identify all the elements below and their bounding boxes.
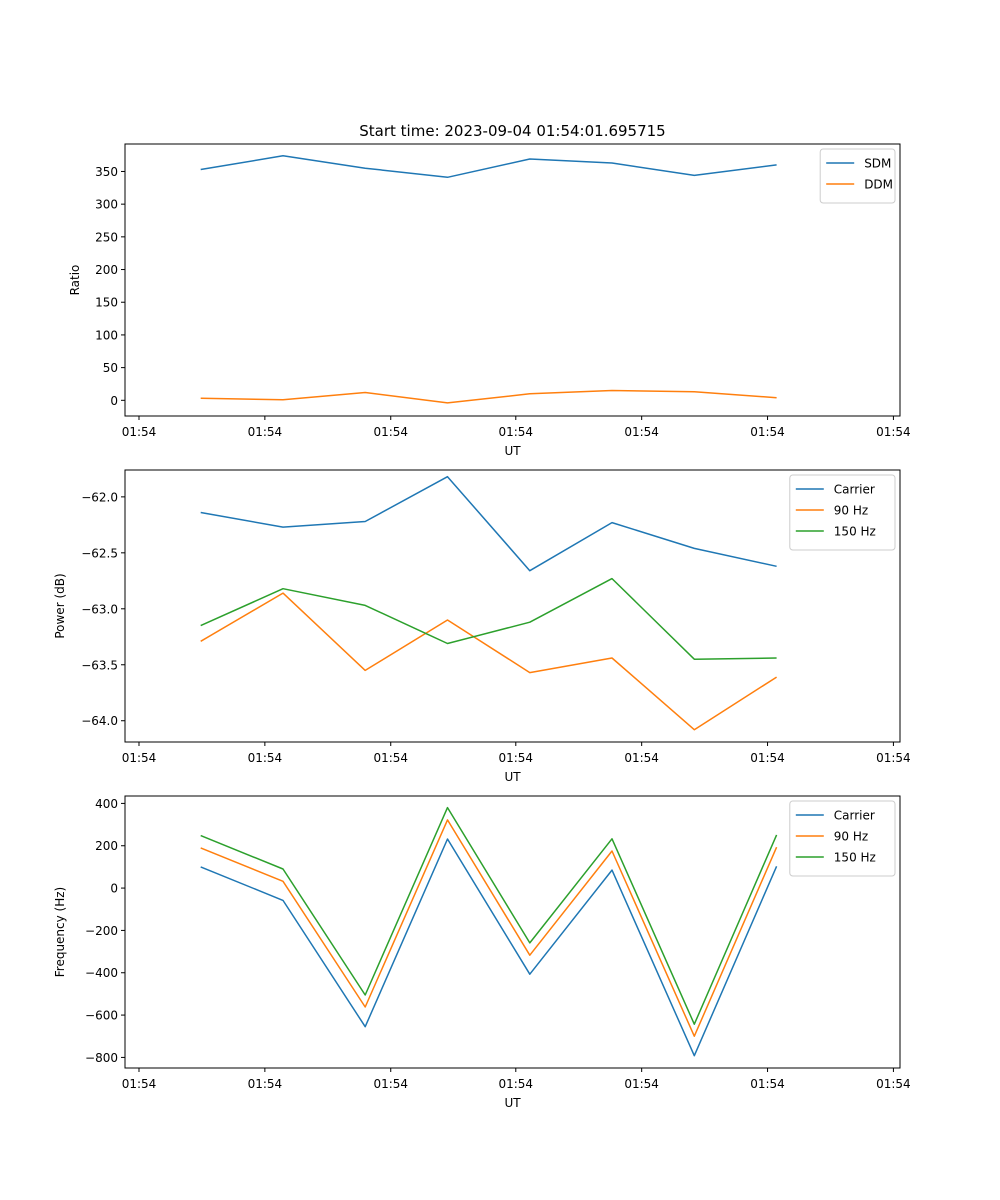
- x-tick-label: 01:54: [498, 751, 533, 765]
- series-line-150-hz: [200, 806, 778, 1025]
- y-tick-label: 400: [95, 797, 118, 811]
- x-tick-label: 01:54: [624, 425, 659, 439]
- y-tick-label: 350: [95, 165, 118, 179]
- x-tick-label: 01:54: [624, 751, 659, 765]
- y-tick-label: −600: [85, 1009, 118, 1023]
- axes-frame: [124, 795, 901, 1069]
- series-line-90-hz: [200, 819, 778, 1037]
- x-axis-label: UT: [504, 1096, 521, 1110]
- series-line-150-hz: [200, 577, 777, 660]
- x-tick-label: 01:54: [750, 1077, 785, 1091]
- y-tick-label: 150: [95, 296, 118, 310]
- y-tick-label: −64.0: [81, 714, 118, 728]
- series-line-ddm: [200, 389, 777, 404]
- y-tick-label: 100: [95, 328, 118, 342]
- y-axis-label: Ratio: [68, 265, 82, 296]
- legend-label: DDM: [864, 178, 893, 192]
- y-tick-label: 200: [95, 839, 118, 853]
- x-tick-label: 01:54: [122, 425, 157, 439]
- legend-label: 90 Hz: [834, 504, 868, 518]
- series-line-sdm: [200, 155, 777, 179]
- y-tick-label: 300: [95, 198, 118, 212]
- x-tick-label: 01:54: [373, 751, 408, 765]
- x-axis-label: UT: [504, 444, 521, 458]
- x-tick-label: 01:54: [122, 1077, 157, 1091]
- x-tick-label: 01:54: [248, 1077, 283, 1091]
- y-tick-label: −62.0: [81, 490, 118, 504]
- chart-panel-1: 01:5401:5401:5401:5401:5401:5401:5401:55…: [68, 143, 911, 458]
- x-tick-label: 01:54: [876, 751, 911, 765]
- x-tick-label: 01:54: [876, 1077, 911, 1091]
- series-line-90-hz: [200, 592, 778, 731]
- chart-panel-2: 01:5401:5401:5401:5401:5401:5401:5401:55…: [53, 469, 911, 784]
- axes-frame: [124, 469, 901, 743]
- y-tick-label: −800: [85, 1051, 118, 1065]
- x-tick-label: 01:54: [122, 751, 157, 765]
- x-tick-label: 01:54: [498, 1077, 533, 1091]
- legend: Carrier 90 Hz 150 Hz: [789, 474, 896, 551]
- legend: SDM DDM: [819, 148, 896, 204]
- y-tick-label: −400: [85, 966, 118, 980]
- x-tick-label: 01:54: [750, 751, 785, 765]
- y-tick-label: 0: [110, 394, 118, 408]
- legend-label: 150 Hz: [834, 851, 876, 865]
- y-tick-label: −63.5: [81, 658, 118, 672]
- y-tick-label: −63.0: [81, 602, 118, 616]
- chart-title: Start time: 2023-09-04 01:54:01.695715: [359, 122, 665, 140]
- x-tick-label: 01:54: [373, 1077, 408, 1091]
- legend: Carrier 90 Hz 150 Hz: [789, 800, 896, 877]
- x-tick-label: 01:54: [373, 425, 408, 439]
- x-tick-label: 01:54: [248, 425, 283, 439]
- y-axis-label: Power (dB): [53, 573, 67, 638]
- series-line-carrier: [200, 475, 777, 572]
- axes-frame: [124, 143, 901, 417]
- x-axis-label: UT: [504, 770, 521, 784]
- x-tick-label: 01:54: [624, 1077, 659, 1091]
- y-tick-label: −62.5: [81, 546, 118, 560]
- y-tick-label: 50: [103, 361, 118, 375]
- legend-label: 150 Hz: [834, 525, 876, 539]
- legend-label: 90 Hz: [834, 830, 868, 844]
- legend-label: SDM: [864, 157, 891, 171]
- x-tick-label: 01:54: [498, 425, 533, 439]
- x-tick-label: 01:54: [876, 425, 911, 439]
- series-line-carrier: [200, 838, 778, 1057]
- y-tick-label: 0: [110, 882, 118, 896]
- y-tick-label: 250: [95, 230, 118, 244]
- x-tick-label: 01:54: [750, 425, 785, 439]
- x-tick-label: 01:54: [248, 751, 283, 765]
- y-tick-label: −200: [85, 924, 118, 938]
- legend-label: Carrier: [834, 483, 875, 497]
- y-axis-label: Frequency (Hz): [53, 887, 67, 978]
- y-tick-label: 200: [95, 263, 118, 277]
- chart-panel-3: 01:5401:5401:5401:5401:5401:5401:5401:55…: [53, 795, 911, 1110]
- legend-label: Carrier: [834, 809, 875, 823]
